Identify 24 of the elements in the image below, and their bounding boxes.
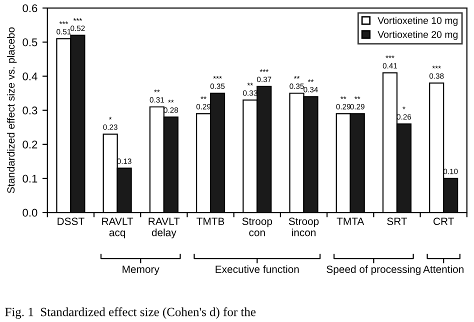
x-tick-label: SRT [387,218,408,226]
y-tick-label: 0.0 [22,208,38,217]
y-tick-label: 0.1 [22,174,38,183]
legend-label: Vortioxetine 10 mg [378,16,458,26]
text: Memory [122,266,160,276]
text: Speed of processing [326,265,420,276]
y-tick-label: 0.4 [22,72,38,80]
x-tick-label: Stroop incon [288,218,319,236]
text: Attention [423,265,464,273]
x-tick-label: RAVLT delay [148,218,180,238]
y-tick-label: 0.5 [22,38,38,46]
x-tick-label: DSST [58,218,84,226]
y-tick-label: 0.3 [22,106,38,114]
text: Executive function [216,265,299,273]
x-tick-label: TMTA [336,218,364,225]
caption: Fig. 1 Standardized effect size (Cohen's d) for the [5,307,256,319]
x-tick-label: RAVLT acq [102,218,134,238]
y-tick-label: 0.6 [22,4,38,12]
legend-label: Vortioxetine 20 mg [378,30,458,40]
x-tick-label: TMTB [196,218,224,225]
x-tick-label: Stroop con [242,218,272,236]
y-tick-label: 0.2 [22,140,38,148]
y-axis-title: Standardized effect size vs. placebo [6,27,17,194]
x-tick-label: CRT [434,218,454,226]
